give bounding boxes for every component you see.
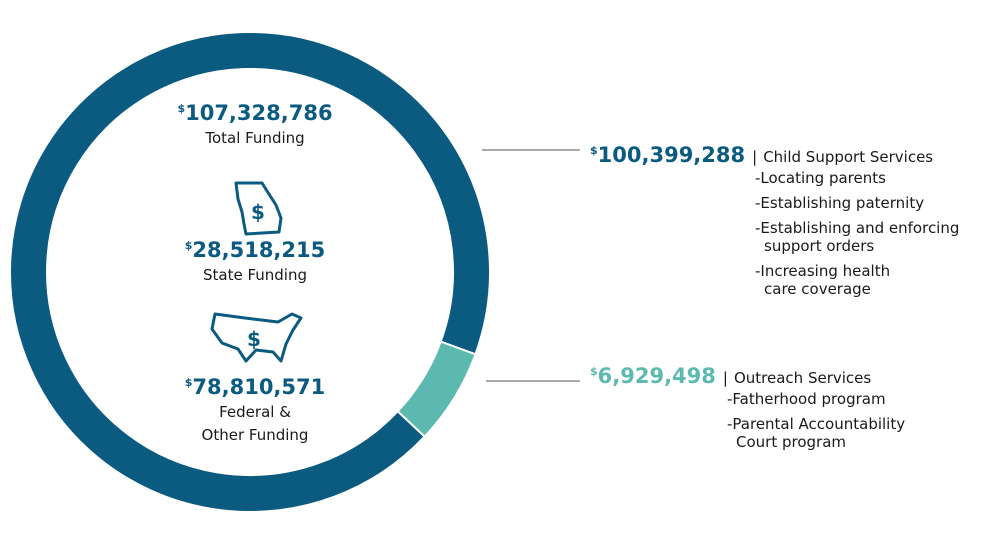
amount: 28,518,215: [192, 238, 325, 262]
detail-item: -Establishing paternity: [755, 194, 924, 212]
detail-item: Court program: [736, 433, 846, 451]
donut-segment: [396, 340, 477, 439]
detail-item: -Parental Accountability: [727, 415, 905, 433]
usa-icon: [210, 312, 303, 363]
currency-symbol: $: [177, 102, 185, 115]
summary-amount: $107,328,786: [177, 101, 332, 125]
detail-item: -Locating parents: [755, 169, 886, 187]
georgia-icon-symbol: $: [251, 200, 265, 224]
currency-symbol: $: [590, 144, 598, 157]
detail-item: -Increasing health: [755, 262, 890, 280]
summary-label: Federal &: [219, 403, 291, 421]
amount: 78,810,571: [192, 375, 325, 399]
detail-item: support orders: [764, 237, 874, 255]
usa-icon-symbol: $: [247, 327, 261, 351]
separator: |: [752, 148, 757, 166]
category-label: Outreach Services: [734, 369, 871, 387]
currency-symbol: $: [185, 376, 193, 389]
category-label: Child Support Services: [763, 148, 933, 166]
currency-symbol: $: [185, 239, 193, 252]
amount: 107,328,786: [185, 101, 332, 125]
currency-symbol: $: [590, 365, 598, 378]
callout: $100,399,288 | Child Support Services: [590, 143, 933, 167]
summary-label: Total Funding: [204, 129, 304, 147]
summary-amount: $78,810,571: [185, 375, 326, 399]
georgia-icon: [234, 181, 283, 236]
summary-amount: $28,518,215: [185, 238, 326, 262]
value-label: 6,929,498: [598, 364, 716, 388]
summary-label: Other Funding: [202, 426, 309, 444]
detail-item: -Establishing and enforcing: [755, 219, 959, 237]
detail-item: -Fatherhood program: [727, 390, 886, 408]
separator: |: [723, 369, 728, 387]
detail-item: care coverage: [764, 280, 871, 298]
summary-label: State Funding: [203, 266, 307, 284]
donut-segment: [9, 30, 491, 513]
callout: $6,929,498 | Outreach Services: [590, 364, 871, 388]
value-label: 100,399,288: [598, 143, 745, 167]
